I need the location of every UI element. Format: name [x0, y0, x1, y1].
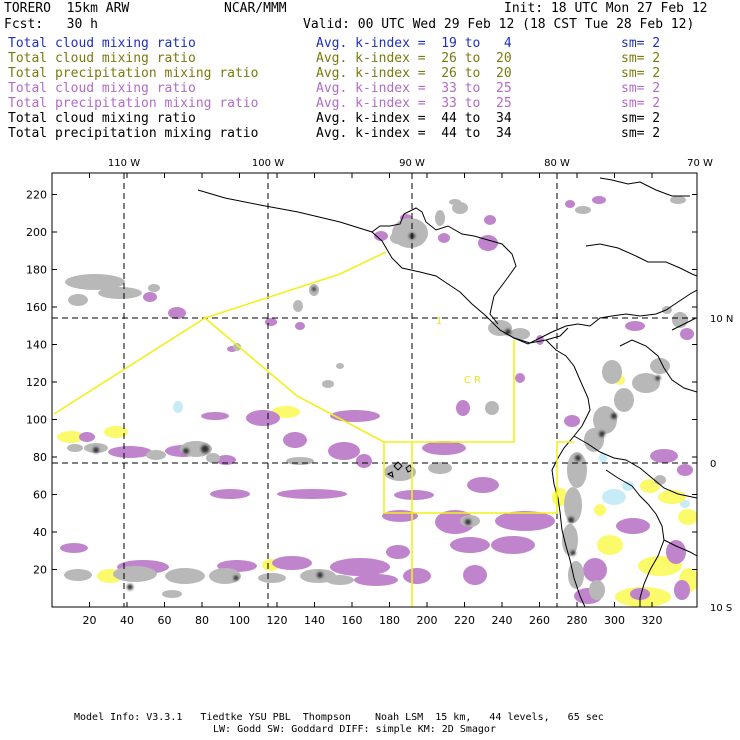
y-axis-ticks: 20 40 60 80 100 120 140 160 180 200 220	[26, 189, 697, 577]
legend-name: Total cloud mixing ratio	[8, 36, 196, 51]
x-tick-label: 100	[229, 614, 250, 627]
map-frame	[51, 172, 698, 608]
y-tick-label: 80	[33, 451, 47, 464]
model-name: TORERO 15km ARW	[4, 1, 130, 16]
purple-areas	[60, 196, 694, 604]
legend-kindex: Avg. k-index = 33 to 25	[316, 96, 512, 111]
x-tick-label: 300	[604, 614, 625, 627]
domain-label-1: 1	[436, 316, 442, 327]
x-tick-label: 60	[158, 614, 172, 627]
x-tick-label: 160	[342, 614, 363, 627]
organization: NCAR/MMM	[224, 1, 287, 16]
legend-name: Total precipitation mixing ratio	[8, 66, 259, 81]
y-tick-label: 120	[26, 376, 47, 389]
y-tick-label: 60	[33, 489, 47, 502]
forecast-hour: Fcst: 30 h	[4, 17, 98, 32]
lon-label: 70 W	[687, 158, 713, 169]
legend-name: Total cloud mixing ratio	[8, 81, 196, 96]
lat-lon-grid	[52, 173, 697, 607]
model-info-line1: Model Info: V3.3.1 Tiedtke YSU PBL Thomp…	[74, 712, 604, 723]
x-tick-label: 280	[567, 614, 588, 627]
legend-kindex: Avg. k-index = 44 to 34	[316, 126, 512, 141]
light-blue-areas	[173, 401, 690, 508]
legend-sm: sm= 2	[621, 126, 661, 141]
legend-kindex: Avg. k-index = 26 to 20	[316, 66, 512, 81]
x-tick-label: 40	[120, 614, 134, 627]
x-tick-label: 20	[83, 614, 97, 627]
legend-sm: sm= 2	[621, 36, 661, 51]
legend-sm: sm= 2	[621, 96, 661, 111]
lon-label: 110 W	[108, 158, 140, 169]
legend-kindex: Avg. k-index = 19 to 4	[316, 36, 512, 51]
domain-label-cr: C R	[464, 375, 481, 386]
x-tick-label: 140	[304, 614, 325, 627]
x-tick-label: 220	[454, 614, 475, 627]
lat-label: 0	[710, 459, 716, 470]
lat-label: 10 S	[710, 603, 732, 614]
x-tick-label: 320	[642, 614, 663, 627]
legend-name: Total cloud mixing ratio	[8, 111, 196, 126]
y-tick-label: 220	[26, 189, 47, 202]
y-tick-label: 20	[33, 564, 47, 577]
x-tick-label: 240	[492, 614, 513, 627]
legend-kindex: Avg. k-index = 44 to 34	[316, 111, 512, 126]
legend-kindex: Avg. k-index = 26 to 20	[316, 51, 512, 66]
legend-name: Total cloud mixing ratio	[8, 51, 196, 66]
x-tick-label: 260	[529, 614, 550, 627]
y-tick-label: 140	[26, 339, 47, 352]
lon-label: 80 W	[544, 158, 570, 169]
init-time: Init: 18 UTC Mon 27 Feb 12	[504, 1, 708, 16]
domain-outlines	[53, 251, 574, 607]
lat-label: 10 N	[710, 314, 733, 325]
map-field	[52, 173, 697, 607]
cloud-areas	[64, 196, 688, 600]
lon-label: 100 W	[252, 158, 284, 169]
y-tick-label: 100	[26, 414, 47, 427]
latitude-labels: 10 N 0 10 S	[710, 314, 733, 614]
valid-time: Valid: 00 UTC Wed 29 Feb 12 (18 CST Tue …	[303, 17, 695, 32]
domain-labels: 1 C R	[436, 316, 481, 386]
model-info-line2: LW: Godd SW: Goddard DIFF: simple KM: 2D…	[213, 724, 496, 735]
x-tick-label: 120	[267, 614, 288, 627]
legend-name: Total precipitation mixing ratio	[8, 96, 259, 111]
x-tick-label: 80	[195, 614, 209, 627]
y-tick-label: 160	[26, 301, 47, 314]
x-axis-ticks: 20 40 60 80 100 120 140 160 180 200 220 240 260 280 30…	[83, 173, 663, 627]
coastlines	[197, 177, 697, 607]
longitude-labels: 110 W 100 W 90 W 80 W 70 W	[108, 158, 713, 169]
y-tick-label: 180	[26, 264, 47, 277]
legend-sm: sm= 2	[621, 51, 661, 66]
x-tick-label: 200	[417, 614, 438, 627]
y-tick-label: 40	[33, 526, 47, 539]
x-tick-label: 180	[379, 614, 400, 627]
legend-sm: sm= 2	[621, 81, 661, 96]
legend-name: Total precipitation mixing ratio	[8, 126, 259, 141]
legend-kindex: Avg. k-index = 33 to 25	[316, 81, 512, 96]
legend-sm: sm= 2	[621, 66, 661, 81]
y-tick-label: 200	[26, 226, 47, 239]
lon-label: 90 W	[399, 158, 425, 169]
legend-sm: sm= 2	[621, 111, 661, 126]
